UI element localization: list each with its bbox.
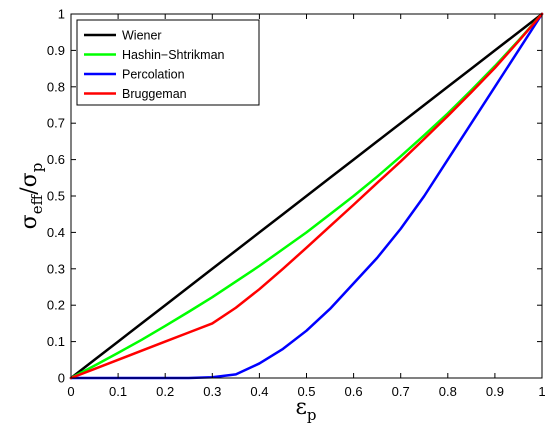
y-tick-label: 0.5 [47, 189, 65, 204]
ticks-layer: 0 0.1 0.2 0.3 0.4 0.5 0.6 0.7 0.8 0.9 1 0 0.1 0.2 0.3 0… [47, 7, 546, 400]
x-tick-label: 0 [67, 384, 74, 399]
x-axis-label-main: ε [295, 395, 306, 420]
x-tick-label: 0.6 [345, 384, 363, 399]
x-tick-label: 0.2 [156, 384, 174, 399]
y-tick-label: 0.7 [47, 116, 65, 131]
y-tick-label: 0.4 [47, 225, 65, 240]
y-tick-label: 1 [58, 7, 65, 22]
y-tick-label: 0.6 [47, 152, 65, 167]
y-tick-label: 0.2 [47, 298, 65, 313]
y-axis-label-main: σ [17, 214, 42, 229]
x-tick-label: 0.4 [250, 384, 268, 399]
series-line-1 [69, 12, 544, 380]
x-tick-label: 0.8 [439, 384, 457, 399]
x-tick-label: 0.1 [109, 384, 127, 399]
x-tick-label: 0.5 [297, 384, 315, 399]
legend-label-3: Bruggeman [122, 87, 187, 101]
x-tick-label: 1 [538, 384, 545, 399]
y-tick-label: 0.8 [47, 79, 65, 94]
x-tick-label: 0.7 [392, 384, 410, 399]
y-axis-label: σeff/σp [17, 163, 46, 230]
legend-label-0: Wiener [122, 29, 162, 43]
legend-label-1: Hashin−Shtrikman [122, 48, 225, 62]
y-axis-label-sub2: p [28, 163, 46, 173]
x-axis-label-sub: p [307, 406, 317, 424]
x-tick-label: 0.3 [203, 384, 221, 399]
y-axis-label-sub1: eff [28, 193, 46, 214]
y-tick-label: 0.1 [47, 334, 65, 349]
y-tick-label: 0 [58, 371, 65, 386]
y-tick-label: 0.3 [47, 261, 65, 276]
legend-label-2: Percolation [122, 68, 185, 82]
series-line-3 [69, 12, 544, 380]
legend: Wiener Hashin−Shtrikman Percolation Bruggem… [76, 19, 260, 106]
y-axis-label-sep: /σ [17, 172, 42, 194]
x-axis-label: εp [295, 395, 316, 424]
y-tick-label: 0.9 [47, 43, 65, 58]
x-tick-label: 0.9 [486, 384, 504, 399]
series-line-0 [69, 12, 544, 380]
